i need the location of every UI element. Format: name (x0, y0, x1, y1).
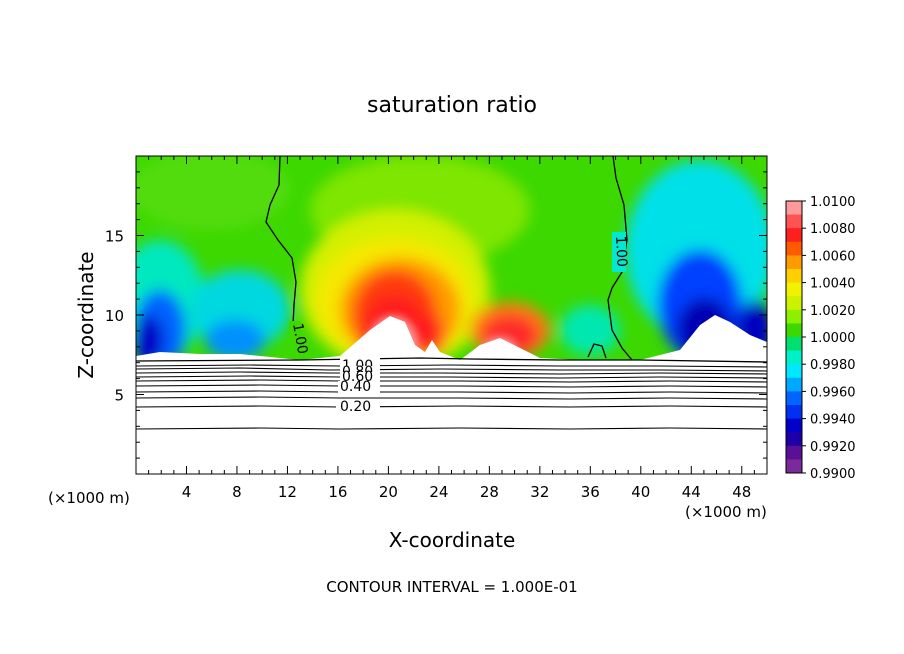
contour-line-right (607, 156, 633, 361)
colorbar-label: 0.9980 (810, 358, 856, 373)
contour-label: 1.00 (612, 235, 630, 267)
y-tick-label: 10 (105, 307, 124, 325)
colorbar-label: 0.9940 (810, 413, 856, 428)
colorbar-swatch (786, 350, 802, 365)
x-axis-label: X-coordinate (389, 528, 516, 552)
colorbar-label: 0.9920 (810, 440, 856, 455)
colorbar-swatch (786, 391, 802, 406)
x-tick-label: 20 (379, 483, 398, 501)
colorbar-swatch (786, 269, 802, 284)
colorbar-swatch (786, 377, 802, 392)
x-tick-label: 4 (182, 483, 192, 501)
colorbar-swatch (786, 445, 802, 460)
colorbar-label: 1.0020 (810, 304, 856, 319)
y-tick-label: 5 (114, 387, 124, 405)
x-unit-right: (×1000 m) (685, 503, 767, 521)
x-tick-label: 44 (682, 483, 701, 501)
colorbar-swatch (786, 405, 802, 420)
colorbar-swatch (786, 255, 802, 270)
contour-label: 1.00 (289, 322, 310, 355)
x-axis: 4 8 12 16 20 24 28 32 36 40 44 48 (148, 156, 755, 501)
colorbar-swatch (786, 364, 802, 379)
colorbar-label: 0.9900 (810, 467, 856, 482)
colorbar-swatch (786, 282, 802, 297)
colorbar-label: 1.0080 (810, 222, 856, 237)
plot-area: 1.00 1.00 1.00 0.80 0.60 0.40 0.20 (136, 156, 767, 474)
colorbar-label: 1.0100 (810, 195, 856, 210)
colorbar-label: 1.0000 (810, 331, 856, 346)
colorbar-swatch (786, 323, 802, 338)
colorbar: 1.0100 1.0080 1.0060 1.0040 1.0020 1.0000 0.99… (785, 195, 856, 482)
contour-interval-note: CONTOUR INTERVAL = 1.000E-01 (326, 578, 577, 596)
colorbar-label: 0.9960 (810, 385, 856, 400)
contour-line-surface (136, 357, 767, 363)
colorbar-swatch (786, 432, 802, 447)
x-tick-label: 40 (631, 483, 650, 501)
contour-labels: 1.00 1.00 1.00 0.80 0.60 0.40 0.20 (289, 232, 630, 415)
ridge-mask (136, 315, 767, 474)
colorbar-label: 1.0060 (810, 249, 856, 264)
colorbar-swatch (786, 241, 802, 256)
colorbar-swatch (786, 296, 802, 311)
chart-title: saturation ratio (367, 93, 537, 118)
colorbar-swatch (786, 214, 802, 229)
colorbar-swatch (786, 201, 802, 216)
colorbar-swatch (786, 337, 802, 352)
colorbar-swatch (786, 418, 802, 433)
x-tick-label: 12 (278, 483, 297, 501)
lower-contours (136, 364, 767, 430)
contour-label: 0.20 (340, 399, 371, 415)
colorbar-swatch (786, 309, 802, 324)
x-tick-label: 16 (328, 483, 347, 501)
colorbar-swatch (786, 459, 802, 474)
contour-line-small (587, 343, 607, 359)
y-axis-label: Z-coordinate (74, 251, 98, 378)
colorbar-label: 1.0040 (810, 277, 856, 292)
x-tick-label: 36 (581, 483, 600, 501)
y-axis: 5 10 15 (105, 171, 767, 459)
contour-label: 0.40 (340, 379, 371, 395)
x-tick-label: 28 (480, 483, 499, 501)
x-tick-label: 48 (732, 483, 751, 501)
x-tick-label: 32 (530, 483, 549, 501)
x-unit-left: (×1000 m) (48, 489, 130, 507)
y-tick-label: 15 (105, 228, 124, 246)
x-tick-label: 24 (429, 483, 448, 501)
colorbar-swatch (786, 228, 802, 243)
x-tick-label: 8 (232, 483, 242, 501)
